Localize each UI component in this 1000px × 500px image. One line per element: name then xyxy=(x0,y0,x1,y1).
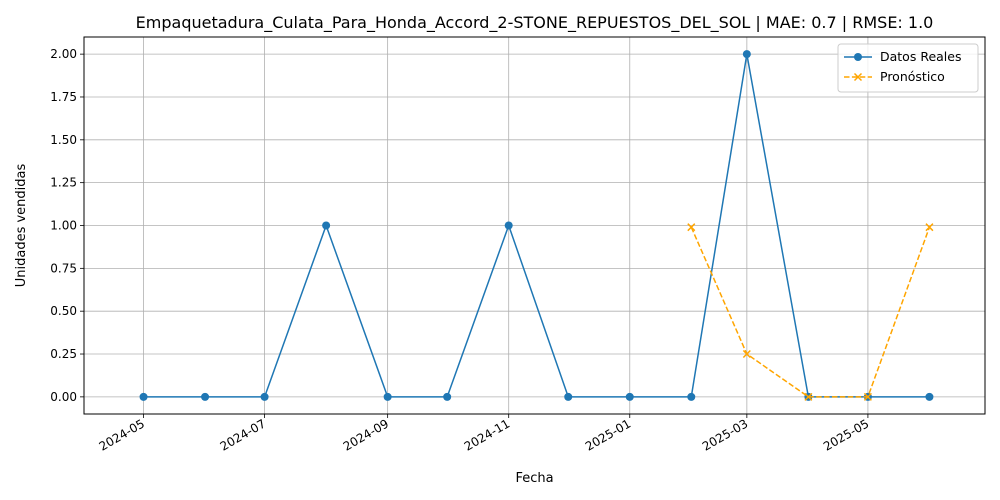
data-point-datos-reales xyxy=(260,392,269,401)
data-point-datos-reales xyxy=(564,392,573,401)
y-tick-label: 1.00 xyxy=(50,219,77,233)
series-layer xyxy=(139,50,934,401)
data-point-pronostico xyxy=(925,223,934,232)
legend-marker-datos-reales xyxy=(854,53,862,61)
data-point-datos-reales xyxy=(139,392,148,401)
data-point-datos-reales xyxy=(383,392,392,401)
data-point-datos-reales xyxy=(443,392,452,401)
y-tick-label: 0.75 xyxy=(50,261,77,275)
y-tick-label: 2.00 xyxy=(50,47,77,61)
data-point-datos-reales xyxy=(742,50,751,59)
legend: Datos Reales Pronóstico xyxy=(837,43,979,93)
data-point-datos-reales xyxy=(687,392,696,401)
legend-box xyxy=(837,43,979,93)
y-tick-label: 0.50 xyxy=(50,304,77,318)
legend-label-pronostico: Pronóstico xyxy=(880,69,945,84)
y-tick-label: 0.00 xyxy=(50,390,77,404)
data-point-pronostico xyxy=(863,392,872,401)
legend-label-datos-reales: Datos Reales xyxy=(880,49,961,64)
series-line-datos-reales xyxy=(143,53,930,398)
data-point-datos-reales xyxy=(322,221,331,230)
y-tick-label: 1.25 xyxy=(50,176,77,190)
data-point-datos-reales xyxy=(925,392,934,401)
data-point-pronostico xyxy=(687,223,696,232)
x-axis-label: Fecha xyxy=(515,471,553,486)
data-point-pronostico xyxy=(804,392,813,401)
data-point-datos-reales xyxy=(625,392,634,401)
y-tick-label: 1.50 xyxy=(50,133,77,147)
chart-title: Empaquetadura_Culata_Para_Honda_Accord_2… xyxy=(136,13,934,33)
grid xyxy=(84,37,985,414)
legend-marker-pronostico xyxy=(853,72,863,82)
data-point-datos-reales xyxy=(201,392,210,401)
y-tick-label: 0.25 xyxy=(50,347,77,361)
data-point-pronostico xyxy=(742,349,751,359)
data-point-datos-reales xyxy=(504,221,513,230)
y-tick-label: 1.75 xyxy=(50,90,77,104)
y-axis-label: Unidades vendidas xyxy=(14,164,29,288)
